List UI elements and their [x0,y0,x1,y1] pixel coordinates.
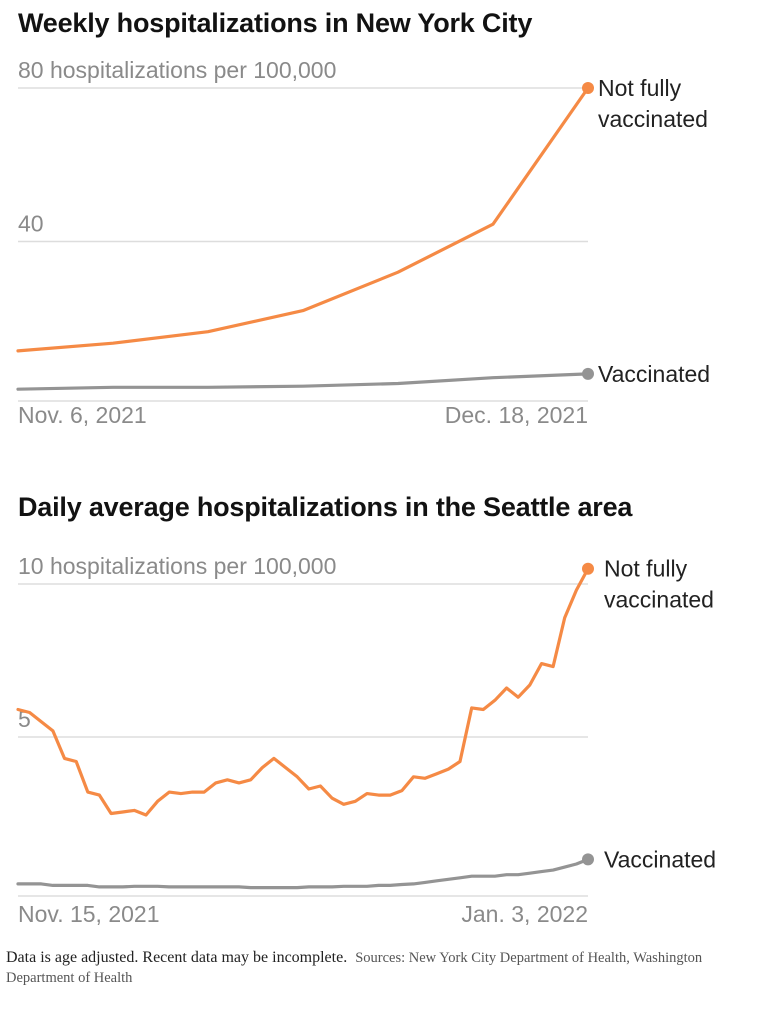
footnote: Data is age adjusted. Recent data may be… [6,948,746,988]
series-line-vaccinated [16,857,590,890]
series-label-not-fully-vaccinated: Not fully vaccinated [604,556,714,613]
x-tick-label-0: Nov. 6, 2021 [18,402,147,428]
series-line-not-fully-vaccinated [16,567,590,817]
series-label-line-0: Vaccinated [604,846,716,872]
footnote-sources: Sources: New York City Department of Hea… [6,950,703,986]
series-endpoint-not-fully-vaccinated [582,82,594,94]
chart-title-nyc: Weekly hospitalizations in New York City [18,8,533,38]
series-label-line-0: Not fully [604,556,688,582]
y-tick-label-0: 80 hospitalizations per 100,000 [18,57,336,83]
series-label-line-0: Vaccinated [598,361,710,387]
chart-nyc-weekly-hospitalizations: 80 hospitalizations per 100,000 40 Nov. 6,… [16,57,710,428]
series-label-vaccinated: Vaccinated [604,846,716,872]
y-tick-label-0: 10 hospitalizations per 100,000 [18,553,336,579]
series-label-line-1: vaccinated [598,106,708,132]
series-label-not-fully-vaccinated: Not fully vaccinated [598,75,708,132]
series-line-vaccinated [16,372,590,391]
series-label-vaccinated: Vaccinated [598,361,710,387]
series-endpoint-vaccinated [582,367,594,380]
x-tick-label-1: Jan. 3, 2022 [461,901,588,927]
series-label-line-1: vaccinated [604,587,714,613]
footnote-note: Data is age adjusted. Recent data may be… [6,949,348,966]
x-tick-label-0: Nov. 15, 2021 [18,901,160,927]
series-endpoint-not-fully-vaccinated [582,562,594,575]
series-endpoint-vaccinated [582,853,594,866]
x-tick-label-1: Dec. 18, 2021 [445,402,588,428]
series-label-line-0: Not fully [598,75,682,101]
y-tick-label-1: 40 [18,211,44,237]
chart-title-seattle: Daily average hospitalizations in the Se… [18,492,633,522]
series-line-not-fully-vaccinated [16,86,590,353]
